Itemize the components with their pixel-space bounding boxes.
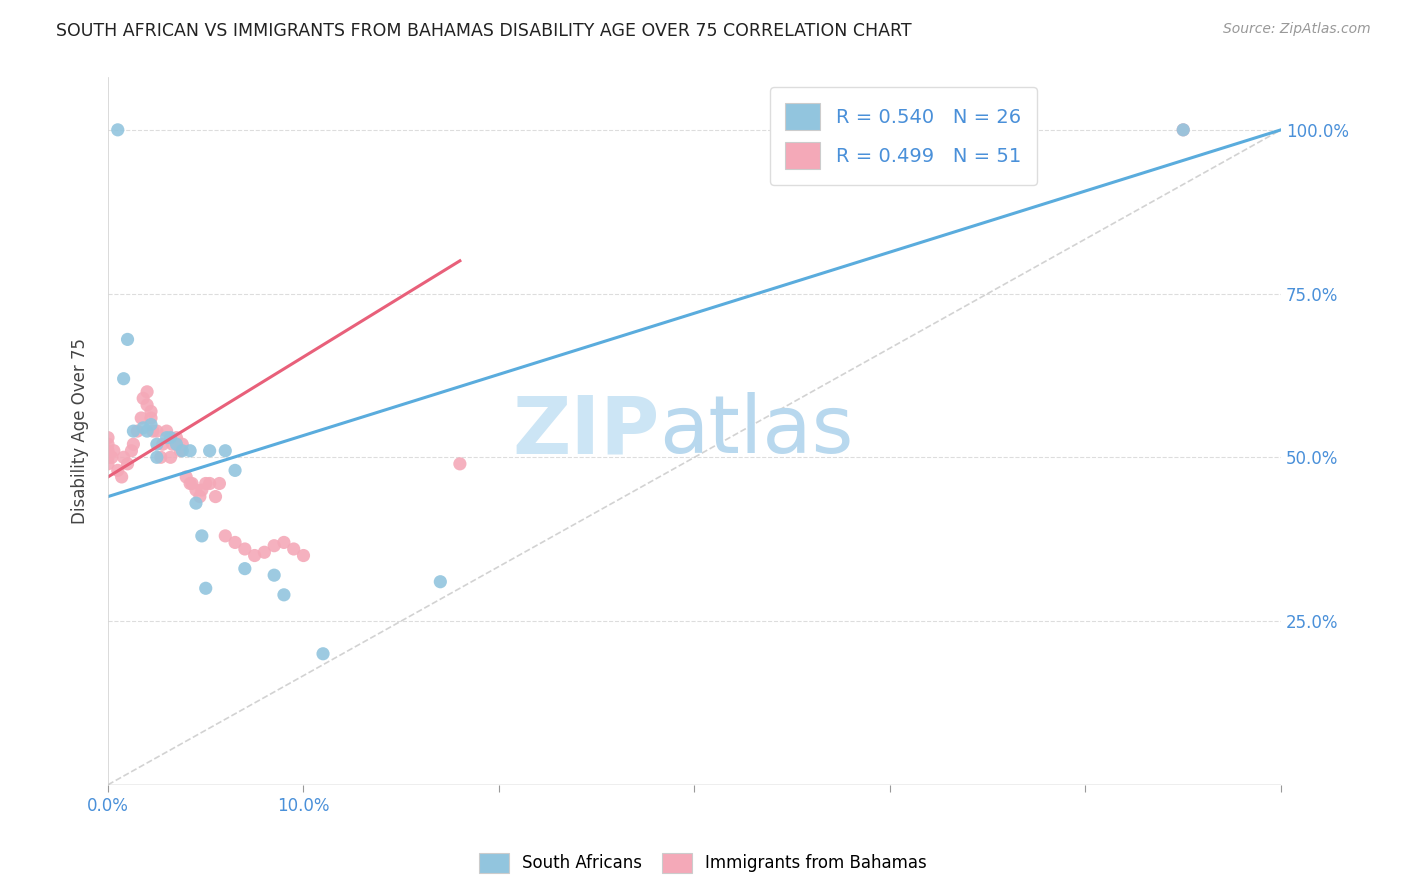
Point bbox=[429, 574, 451, 589]
Point bbox=[97, 431, 120, 445]
Point bbox=[139, 404, 162, 418]
Point bbox=[198, 476, 221, 491]
Point bbox=[172, 443, 194, 458]
Point bbox=[97, 450, 120, 465]
Point bbox=[107, 463, 129, 477]
Point bbox=[112, 450, 135, 465]
Text: Source: ZipAtlas.com: Source: ZipAtlas.com bbox=[1223, 22, 1371, 37]
Point bbox=[179, 443, 201, 458]
Point bbox=[156, 424, 179, 438]
Point bbox=[152, 437, 174, 451]
Point bbox=[204, 490, 226, 504]
Point bbox=[263, 539, 285, 553]
Point bbox=[97, 437, 120, 451]
Point bbox=[224, 463, 246, 477]
Point bbox=[142, 424, 165, 438]
Point bbox=[184, 483, 207, 497]
Point bbox=[146, 450, 169, 465]
Point bbox=[191, 483, 214, 497]
Point bbox=[253, 545, 276, 559]
Point bbox=[136, 384, 159, 399]
Point bbox=[184, 496, 207, 510]
Point bbox=[165, 437, 187, 451]
Point bbox=[449, 457, 471, 471]
Point bbox=[214, 529, 236, 543]
Point bbox=[101, 450, 124, 465]
Point bbox=[122, 424, 145, 438]
Point bbox=[129, 411, 152, 425]
Point bbox=[97, 457, 120, 471]
Point bbox=[159, 431, 181, 445]
Point bbox=[149, 450, 172, 465]
Point bbox=[139, 417, 162, 432]
Legend: South Africans, Immigrants from Bahamas: South Africans, Immigrants from Bahamas bbox=[472, 847, 934, 880]
Point bbox=[97, 443, 120, 458]
Point bbox=[292, 549, 315, 563]
Point bbox=[312, 647, 335, 661]
Point bbox=[263, 568, 285, 582]
Point bbox=[243, 549, 266, 563]
Point bbox=[194, 476, 217, 491]
Point bbox=[132, 392, 155, 406]
Point bbox=[120, 443, 142, 458]
Point bbox=[233, 541, 256, 556]
Point bbox=[273, 535, 295, 549]
Text: atlas: atlas bbox=[659, 392, 853, 470]
Point bbox=[136, 398, 159, 412]
Point bbox=[1173, 123, 1195, 137]
Point bbox=[111, 470, 134, 484]
Point bbox=[146, 424, 169, 438]
Point bbox=[112, 372, 135, 386]
Point bbox=[172, 437, 194, 451]
Point bbox=[188, 490, 211, 504]
Point bbox=[169, 443, 191, 458]
Point bbox=[117, 333, 139, 347]
Point bbox=[103, 443, 125, 458]
Point bbox=[174, 470, 197, 484]
Legend: R = 0.540   N = 26, R = 0.499   N = 51: R = 0.540 N = 26, R = 0.499 N = 51 bbox=[769, 87, 1036, 185]
Point bbox=[1173, 123, 1195, 137]
Point bbox=[132, 421, 155, 435]
Point bbox=[208, 476, 231, 491]
Text: SOUTH AFRICAN VS IMMIGRANTS FROM BAHAMAS DISABILITY AGE OVER 75 CORRELATION CHAR: SOUTH AFRICAN VS IMMIGRANTS FROM BAHAMAS… bbox=[56, 22, 912, 40]
Point bbox=[181, 476, 204, 491]
Point bbox=[127, 424, 149, 438]
Point bbox=[191, 529, 214, 543]
Point bbox=[136, 424, 159, 438]
Point bbox=[273, 588, 295, 602]
Point bbox=[179, 476, 201, 491]
Point bbox=[165, 431, 187, 445]
Point bbox=[198, 443, 221, 458]
Point bbox=[159, 450, 181, 465]
Point bbox=[122, 437, 145, 451]
Y-axis label: Disability Age Over 75: Disability Age Over 75 bbox=[72, 338, 89, 524]
Point bbox=[162, 437, 184, 451]
Text: ZIP: ZIP bbox=[512, 392, 659, 470]
Point bbox=[139, 411, 162, 425]
Point bbox=[117, 457, 139, 471]
Point bbox=[156, 431, 179, 445]
Point bbox=[224, 535, 246, 549]
Point bbox=[283, 541, 305, 556]
Point bbox=[194, 582, 217, 596]
Point bbox=[107, 123, 129, 137]
Point bbox=[146, 437, 169, 451]
Point bbox=[214, 443, 236, 458]
Point bbox=[233, 561, 256, 575]
